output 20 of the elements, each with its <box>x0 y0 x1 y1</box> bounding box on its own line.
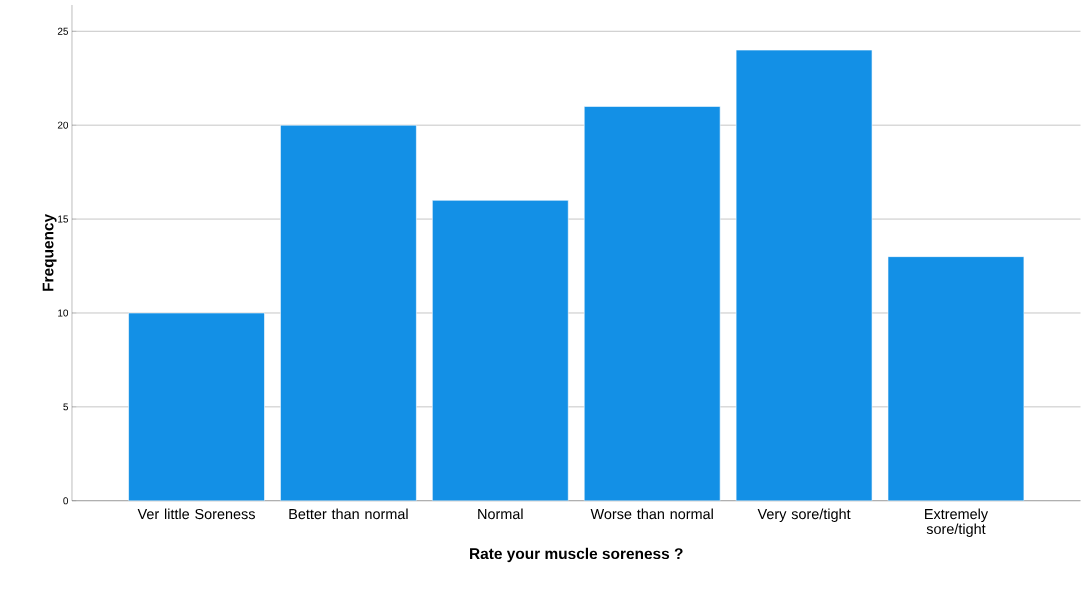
y-tick-label: 5 <box>63 403 69 411</box>
x-tick-label: Very sore/tight <box>757 508 851 523</box>
y-tick-label: 20 <box>57 121 69 129</box>
bar <box>128 312 265 501</box>
y-tick-label: 10 <box>58 309 69 317</box>
bar <box>432 200 569 501</box>
x-tick-label: Normal <box>478 508 523 520</box>
x-tick-label: Extremely sore/tight <box>925 508 989 538</box>
y-tick-label: 15 <box>58 215 69 223</box>
y-axis-title: Frequency <box>42 214 57 292</box>
y-tick-label: 25 <box>57 27 69 35</box>
bar <box>735 49 873 501</box>
bar <box>887 256 1025 501</box>
y-tick-label: 0 <box>63 497 69 505</box>
x-tick-label: Better than normal <box>289 508 408 520</box>
bar <box>583 106 721 501</box>
x-tick-label: Ver little Soreness <box>137 508 255 520</box>
x-axis-title: Rate your muscle soreness ? <box>470 547 683 563</box>
bar <box>280 125 417 501</box>
x-tick-label: Worse than normal <box>590 508 713 520</box>
